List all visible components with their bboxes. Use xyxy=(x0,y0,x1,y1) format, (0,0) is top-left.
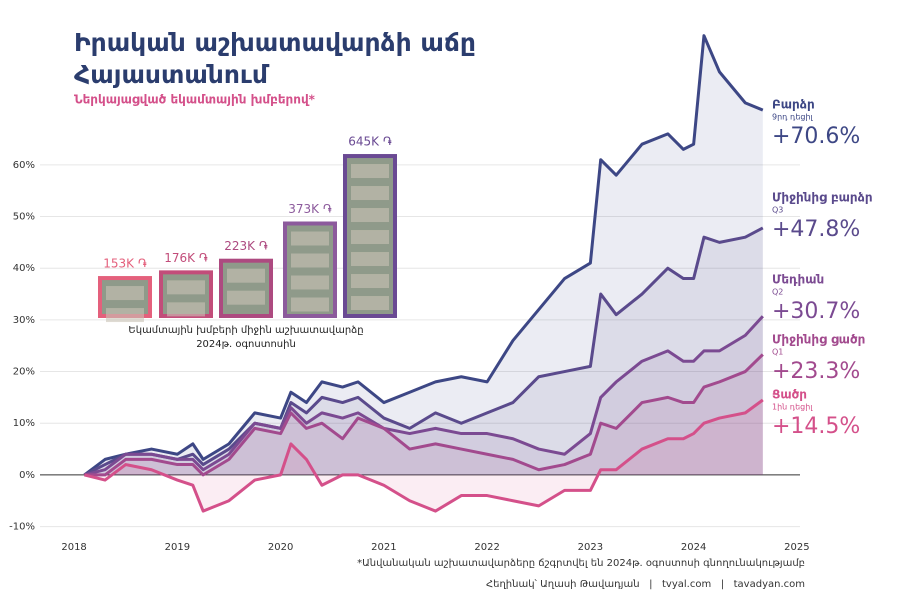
line xyxy=(83,34,764,477)
legend-label: Միջինից բարձր xyxy=(772,191,873,205)
x-tick-label: 2018 xyxy=(61,542,86,553)
bar-label: 645K ֏ xyxy=(348,135,392,149)
inset-caption: Եկամտային խմբերի միջին աշխատավարձը xyxy=(128,325,363,336)
note-pattern xyxy=(351,296,389,311)
note-pattern xyxy=(291,297,329,312)
area xyxy=(84,354,763,475)
x-tick-label: 2022 xyxy=(474,542,499,553)
note-pattern xyxy=(291,231,329,246)
legend-note: Q2 xyxy=(772,288,783,297)
footnote: *Անվանական աշխատավարձերը ճշգրտվել են 202… xyxy=(357,558,805,569)
y-tick-label: -10% xyxy=(9,522,35,533)
x-tick-label: 2024 xyxy=(681,542,706,553)
note-pattern xyxy=(351,186,389,201)
bar-label: 223K ֏ xyxy=(224,239,268,253)
area xyxy=(84,227,763,475)
x-tick-label: 2025 xyxy=(784,542,809,553)
y-tick-label: 30% xyxy=(13,315,35,326)
legend-note: 9րդ դեցիլ xyxy=(772,113,814,122)
end-label: +70.6% xyxy=(772,124,860,149)
note-pattern xyxy=(351,230,389,245)
legend-label: Բարձր xyxy=(772,98,815,112)
y-tick-label: 0% xyxy=(19,470,35,481)
bar-label: 373K ֏ xyxy=(288,202,332,216)
note-pattern xyxy=(291,253,329,268)
line xyxy=(84,398,764,513)
end-label: +14.5% xyxy=(772,414,860,439)
line xyxy=(84,353,764,477)
note-pattern xyxy=(106,286,144,301)
bar-label: 153K ֏ xyxy=(103,257,147,271)
note-pattern xyxy=(291,275,329,290)
chart-subtitle: Ներկայացված եկամտային խմբերով* xyxy=(74,93,316,107)
line xyxy=(84,315,764,477)
note-pattern xyxy=(227,290,265,305)
note-pattern xyxy=(227,268,265,283)
note-pattern xyxy=(351,274,389,289)
note-pattern xyxy=(351,164,389,179)
note-pattern xyxy=(167,302,205,317)
y-tick-label: 60% xyxy=(13,160,35,171)
legend-note: Q1 xyxy=(772,348,783,357)
end-label: +23.3% xyxy=(772,359,860,384)
note-pattern xyxy=(351,208,389,223)
chart-title: Իրական աշխատավարձի աճը xyxy=(74,28,476,57)
end-label: +47.8% xyxy=(772,217,860,242)
legend-note: 1ին դեցիլ xyxy=(772,403,813,412)
x-tick-label: 2019 xyxy=(165,542,190,553)
note-pattern xyxy=(351,252,389,267)
legend-note: Q3 xyxy=(772,206,783,215)
legend-label: Միջինից ցածր xyxy=(772,333,865,347)
x-tick-label: 2023 xyxy=(578,542,603,553)
area xyxy=(84,316,763,475)
line xyxy=(83,226,764,477)
note-pattern xyxy=(106,308,144,323)
legend-label: Մեդիան xyxy=(772,273,824,287)
y-tick-label: 20% xyxy=(13,367,35,378)
end-label: +30.7% xyxy=(772,299,860,324)
x-tick-label: 2020 xyxy=(268,542,293,553)
y-tick-label: 40% xyxy=(13,263,35,274)
y-tick-label: 10% xyxy=(13,418,35,429)
credits: Հեղինակ՝ Աղասի Թավադյան | tvyal.com | ta… xyxy=(486,578,805,590)
area xyxy=(84,35,763,475)
inset-caption: 2024թ. օգոստոսին xyxy=(196,339,296,350)
legend-label: Ցածր xyxy=(772,388,807,402)
chart-title: Հայաստանում xyxy=(74,60,270,89)
note-pattern xyxy=(167,280,205,295)
x-tick-label: 2021 xyxy=(371,542,396,553)
y-tick-label: 50% xyxy=(13,212,35,223)
bar-label: 176K ֏ xyxy=(164,251,208,265)
